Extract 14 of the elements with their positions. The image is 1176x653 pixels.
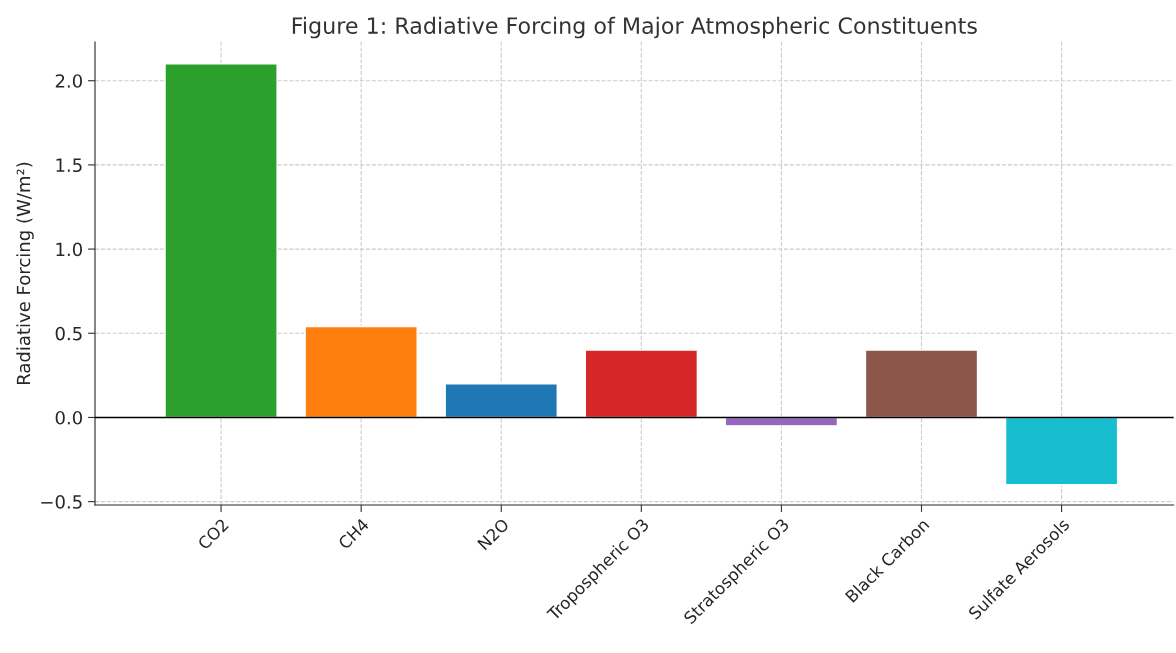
bar bbox=[864, 349, 979, 419]
y-tick-label: 0.5 bbox=[55, 326, 82, 341]
y-tick-label: 2.0 bbox=[55, 74, 82, 88]
y-tick-label: 1.0 bbox=[56, 242, 82, 257]
bar bbox=[444, 383, 558, 419]
chart-title: Figure 1: Radiative Forcing of Major Atmospheric Constituents bbox=[292, 16, 977, 39]
y-tick-label: 0.0 bbox=[55, 410, 82, 425]
bar bbox=[164, 63, 278, 419]
bar bbox=[304, 325, 418, 419]
y-tick-label: 1.5 bbox=[56, 158, 82, 173]
bar bbox=[584, 349, 699, 419]
y-axis-title: Radiative Forcing (W/m²) bbox=[16, 162, 34, 385]
y-tick-label: −0.5 bbox=[41, 495, 82, 509]
bar bbox=[1004, 416, 1119, 486]
